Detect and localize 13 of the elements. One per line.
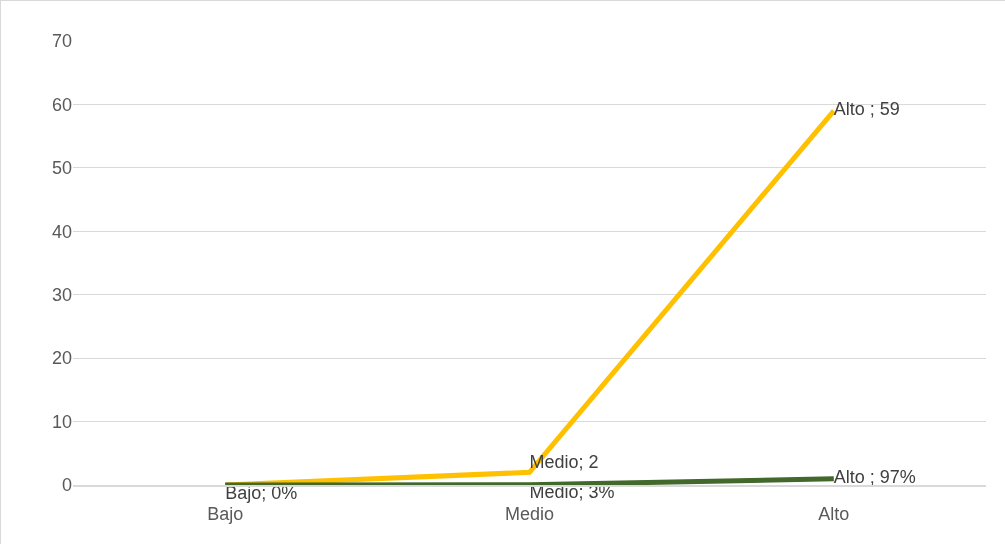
y-tick-label: 60: [51, 94, 72, 115]
data-label: Alto ; 59: [833, 99, 900, 120]
data-label: Alto ; 97%: [833, 467, 916, 488]
y-tick-label: 20: [51, 348, 72, 369]
y-tick-label: 70: [51, 31, 72, 52]
x-tick-label: Alto: [818, 504, 850, 525]
y-tick-label: 30: [51, 285, 72, 306]
y-tick-label: 50: [51, 158, 72, 179]
x-tick-label: Bajo: [207, 504, 244, 525]
y-tick-label: 40: [51, 221, 72, 242]
x-tick-label: Medio: [504, 504, 555, 525]
y-tick-label: 0: [61, 475, 72, 496]
y-tick-label: 10: [51, 411, 72, 432]
